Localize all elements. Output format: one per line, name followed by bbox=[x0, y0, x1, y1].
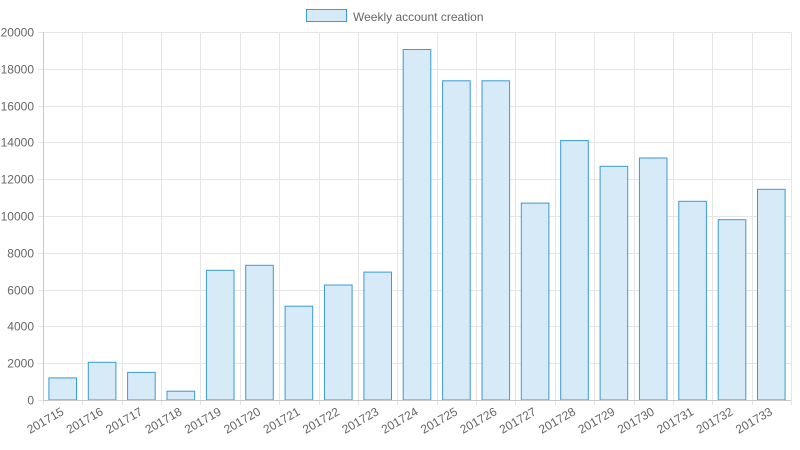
x-tick-label: 201724 bbox=[379, 404, 421, 436]
y-tick-label: 6000 bbox=[7, 284, 34, 298]
x-tick-label: 201718 bbox=[143, 404, 185, 436]
bar-201726[interactable] bbox=[481, 80, 511, 401]
y-tick-label: 20000 bbox=[1, 26, 35, 40]
bar-201725[interactable] bbox=[442, 80, 471, 401]
y-tick-label: 10000 bbox=[1, 210, 35, 224]
bar-201730[interactable] bbox=[638, 157, 668, 401]
bar-201727[interactable] bbox=[520, 202, 550, 401]
x-tick-label: 201733 bbox=[733, 404, 775, 436]
bar-201733[interactable] bbox=[757, 188, 786, 401]
y-tick-label: 8000 bbox=[7, 247, 34, 261]
bar-201718[interactable] bbox=[166, 390, 196, 401]
x-tick-label: 201732 bbox=[694, 404, 736, 436]
x-tick-label: 201723 bbox=[339, 404, 381, 436]
x-tick-label: 201731 bbox=[654, 404, 696, 436]
x-axis-tick-labels: 2017152017162017172017182017192017202017… bbox=[25, 404, 776, 436]
bar-201731[interactable] bbox=[678, 200, 707, 401]
bar-201716[interactable] bbox=[87, 361, 117, 401]
x-tick-label: 201715 bbox=[25, 404, 67, 436]
bar-201721[interactable] bbox=[284, 305, 314, 401]
x-tick-label: 201719 bbox=[182, 404, 224, 436]
bars bbox=[48, 49, 786, 401]
x-tick-label: 201725 bbox=[418, 404, 460, 436]
legend[interactable]: Weekly account creation bbox=[306, 9, 484, 25]
y-tick-label: 2000 bbox=[7, 357, 34, 371]
bar-201715[interactable] bbox=[48, 377, 78, 401]
bar-201720[interactable] bbox=[245, 264, 274, 401]
bar-201722[interactable] bbox=[324, 284, 353, 401]
x-tick-label: 201726 bbox=[458, 404, 500, 436]
x-tick-label: 201721 bbox=[261, 404, 303, 436]
y-tick-label: 12000 bbox=[1, 173, 35, 187]
bar-201717[interactable] bbox=[127, 371, 156, 401]
y-tick-label: 0 bbox=[27, 394, 34, 408]
y-tick-label: 16000 bbox=[1, 100, 35, 114]
x-tick-label: 201728 bbox=[536, 404, 578, 436]
legend-label[interactable]: Weekly account creation bbox=[353, 10, 484, 24]
axes bbox=[43, 32, 791, 401]
x-tick-label: 201729 bbox=[576, 404, 618, 436]
bar-201732[interactable] bbox=[717, 219, 747, 401]
x-tick-label: 201716 bbox=[64, 404, 106, 436]
bar-201729[interactable] bbox=[599, 165, 629, 401]
y-tick-label: 18000 bbox=[1, 63, 35, 77]
legend-swatch[interactable] bbox=[306, 9, 347, 22]
bar-201724[interactable] bbox=[402, 49, 432, 401]
x-tick-label: 201727 bbox=[497, 404, 539, 436]
x-tick-label: 201730 bbox=[615, 404, 657, 436]
x-tick-label: 201722 bbox=[300, 404, 342, 436]
y-tick-label: 4000 bbox=[7, 320, 34, 334]
y-tick-label: 14000 bbox=[1, 136, 35, 150]
x-tick-label: 201717 bbox=[103, 404, 145, 436]
bar-201719[interactable] bbox=[205, 269, 235, 401]
bar-201723[interactable] bbox=[363, 271, 392, 401]
y-axis-tick-labels: 0 2000 4000 6000 8000 10000 12000 14000 16000 180… bbox=[1, 26, 35, 408]
bar-201728[interactable] bbox=[560, 140, 589, 401]
x-tick-label: 201720 bbox=[221, 404, 263, 436]
